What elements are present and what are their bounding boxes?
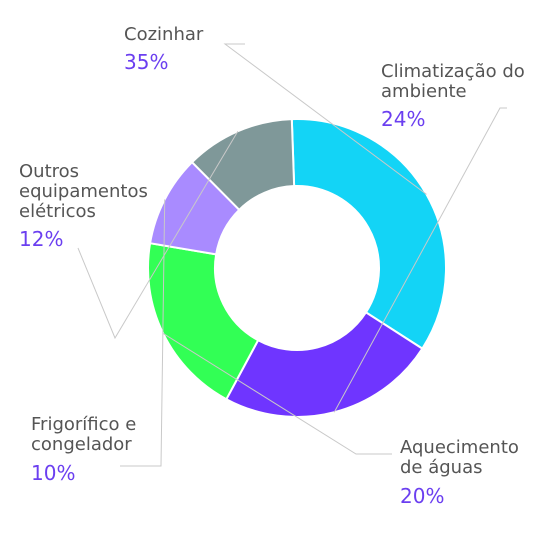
slice-label-outros-line-1: Outros [19,161,79,182]
slice-label-frigorifico-line-1: Frigorífico e [31,414,136,435]
leader-line-climatizacao [333,107,507,413]
slice-label-cozinhar-line-1: Cozinhar [124,24,204,45]
leader-line-aquecimento [162,333,392,455]
donut-slices [147,118,447,418]
leader-line-frigorifico [120,199,166,467]
slice-label-outros-line-3: elétricos [19,201,96,222]
label-frigorifico: Frigorífico e congelador 10% [31,414,136,485]
slice-label-climatizacao-line-1: Climatização do [381,61,525,82]
label-climatizacao: Climatização do ambiente 24% [381,61,525,131]
leader-line-outros [77,130,239,340]
label-outros: Outros equipamentos elétricos 12% [19,161,148,251]
slice-label-frigorifico-line-2: congelador [31,434,132,455]
slice-climatizacao [225,310,424,418]
slice-value-frigorifico: 10% [31,461,75,485]
label-cozinhar: Cozinhar 35% [124,24,204,74]
slice-value-climatizacao: 24% [381,107,425,131]
slice-label-aquecimento-line-1: Aquecimento [400,437,519,458]
slice-label-climatizacao-line-2: ambiente [381,81,467,102]
slice-outros [190,118,296,212]
slice-cozinhar [290,118,447,350]
leader-line-cozinhar [223,43,427,195]
slice-label-outros-line-2: equipamentos [19,181,148,202]
leader-lines [77,43,507,467]
slice-label-aquecimento-line-2: de águas [400,457,483,478]
slice-value-outros: 12% [19,227,63,251]
slice-aquecimento [147,242,260,401]
slice-value-cozinhar: 35% [124,50,168,74]
slice-value-aquecimento: 20% [400,484,444,508]
label-aquecimento: Aquecimento de águas 20% [400,437,519,508]
